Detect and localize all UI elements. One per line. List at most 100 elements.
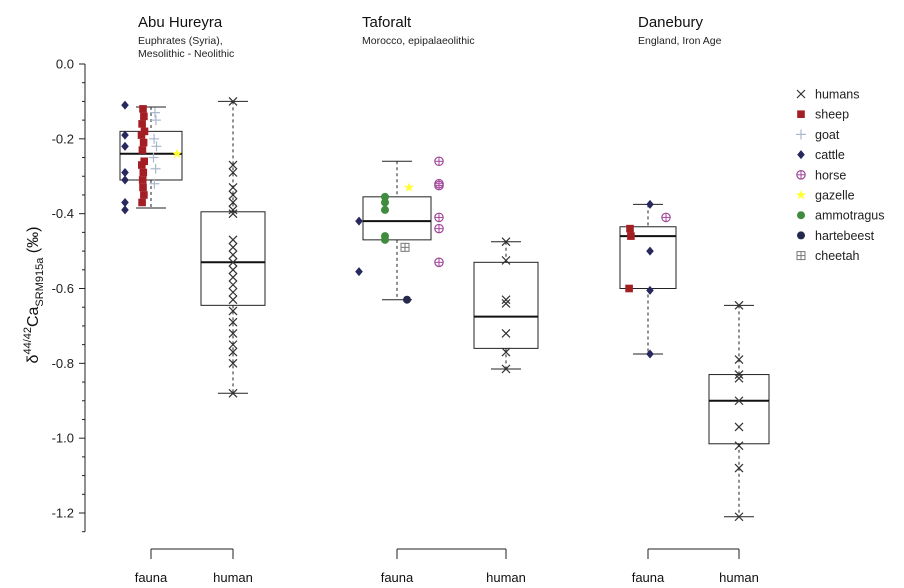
humans-point xyxy=(501,299,511,308)
diamond-mark xyxy=(121,141,129,151)
horse-point xyxy=(434,212,444,223)
humans-point xyxy=(228,317,238,327)
ylabel-delta: δ xyxy=(25,354,42,363)
sheep-point xyxy=(137,131,146,139)
circle-mark xyxy=(403,295,411,304)
y-tick-label: -1.2 xyxy=(52,506,74,521)
x-mark xyxy=(501,256,511,265)
sheep-point xyxy=(138,161,146,169)
square-mark xyxy=(138,146,147,154)
square-mark xyxy=(139,168,148,177)
legend-label-cattle: cattle xyxy=(815,148,845,162)
star-mark xyxy=(404,182,414,192)
x-mark xyxy=(734,463,744,473)
x-mark xyxy=(228,272,238,282)
legend-marker-humans xyxy=(796,89,806,99)
x-mark xyxy=(228,287,238,297)
circle-mark xyxy=(381,192,389,201)
humans-point xyxy=(734,422,744,432)
humans-point xyxy=(228,235,238,245)
y-axis-label: δ44/42CaSRM915a (‰) xyxy=(22,227,46,364)
x-mark xyxy=(228,317,238,327)
square-mark xyxy=(797,110,805,118)
humans-point xyxy=(228,168,238,177)
hartebeest-point xyxy=(403,295,411,304)
circle-mark xyxy=(797,231,805,240)
humans-point xyxy=(228,295,238,305)
site-subtitle: Morocco, epipalaeolithic xyxy=(362,35,475,47)
humans-point xyxy=(228,250,238,260)
diamond-mark xyxy=(121,197,129,207)
ylabel-sub: SRM915a xyxy=(34,257,46,307)
sheep-point xyxy=(627,232,635,240)
x-mark xyxy=(228,340,238,350)
x-mark xyxy=(228,295,238,305)
ammotragus-point xyxy=(381,235,389,244)
square-mark xyxy=(138,161,146,169)
category-label-human: human xyxy=(719,570,759,585)
legend-label-ammotragus: ammotragus xyxy=(815,209,884,223)
site-title: Danebury xyxy=(638,14,704,31)
x-mark xyxy=(228,257,238,267)
iqr-box xyxy=(362,196,432,241)
x-mark xyxy=(228,280,238,290)
category-label-fauna: fauna xyxy=(135,570,168,585)
sheep-point xyxy=(139,183,147,192)
sheep-point xyxy=(138,146,147,154)
y-tick-label: -0.4 xyxy=(52,206,74,221)
humans-point xyxy=(228,347,238,357)
category-label-fauna: fauna xyxy=(632,570,665,585)
square-mark xyxy=(139,138,148,147)
humans-point xyxy=(734,441,744,451)
x-mark xyxy=(228,347,238,357)
diamond-mark xyxy=(646,285,654,295)
x-mark xyxy=(228,235,238,245)
x-mark xyxy=(228,209,238,219)
fauna-box xyxy=(119,106,183,209)
diamond-mark xyxy=(121,175,129,185)
legend-label-horse: horse xyxy=(815,168,846,182)
legend-marker-goat xyxy=(796,129,806,140)
square-mark xyxy=(139,183,147,192)
square-mark xyxy=(137,131,146,139)
square-mark xyxy=(138,198,146,207)
horse-point xyxy=(661,212,671,223)
iqr-box xyxy=(708,374,770,445)
site-title: Abu Hureyra xyxy=(138,14,223,31)
x-mark xyxy=(228,306,238,316)
x-mark xyxy=(501,328,511,338)
humans-point xyxy=(228,306,238,316)
cattle-point xyxy=(121,130,129,140)
ammotragus-point xyxy=(381,205,389,214)
x-mark xyxy=(228,242,238,252)
x-mark xyxy=(501,237,511,247)
star-mark xyxy=(796,190,806,199)
ylabel-sup: 44/42 xyxy=(22,327,34,355)
ylabel-unit: (‰) xyxy=(25,227,42,258)
gazelle-point xyxy=(172,148,182,158)
y-tick-label: 0.0 xyxy=(56,57,74,72)
x-mark xyxy=(734,441,744,451)
humans-point xyxy=(228,198,238,207)
x-mark xyxy=(228,328,238,338)
humans-point xyxy=(734,463,744,473)
iqr-box xyxy=(200,211,266,306)
square-mark xyxy=(140,191,148,199)
horse-point xyxy=(434,180,444,191)
goat-point xyxy=(150,115,161,126)
diamond-mark xyxy=(646,349,654,359)
y-axis: 0.0 -0.2 -0.4 -0.6 -0.8 -1.0 -1.2 xyxy=(52,57,86,533)
y-tick-label: -0.6 xyxy=(52,281,74,296)
x-mark xyxy=(228,358,238,368)
x-mark xyxy=(228,190,238,200)
goat-point xyxy=(149,133,160,144)
humans-point xyxy=(501,295,511,305)
category-label-human: human xyxy=(486,570,526,585)
humans-point xyxy=(228,242,238,252)
sheep-point xyxy=(625,284,633,293)
site-subtitle: Mesolithic - Neolithic xyxy=(138,48,234,60)
square-mark xyxy=(138,176,147,184)
humans-point xyxy=(734,512,744,522)
humans-point xyxy=(228,209,238,219)
